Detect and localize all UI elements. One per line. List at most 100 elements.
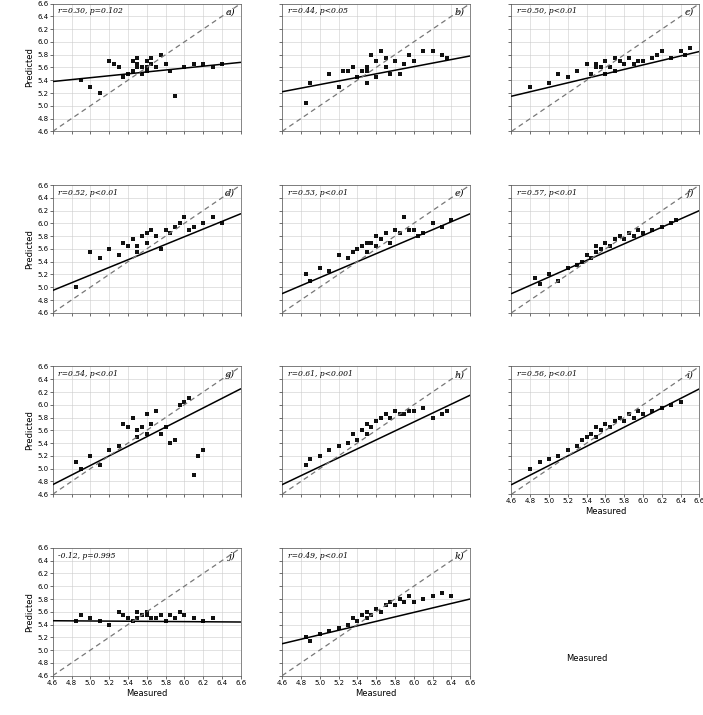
Point: [394, 68, 405, 79]
Point: [543, 269, 555, 280]
Text: r=0.50, p<0.01: r=0.50, p<0.01: [517, 7, 577, 16]
Point: [610, 52, 621, 64]
Point: [614, 55, 625, 66]
Text: r=0.57, p<0.01: r=0.57, p<0.01: [517, 189, 577, 197]
Point: [160, 224, 171, 235]
Point: [375, 46, 387, 57]
Point: [150, 405, 162, 417]
Point: [146, 224, 157, 235]
Point: [385, 237, 396, 248]
Point: [624, 227, 635, 239]
Point: [84, 247, 96, 258]
Point: [304, 635, 316, 646]
Point: [361, 428, 373, 439]
Point: [380, 409, 391, 420]
Point: [562, 72, 574, 83]
Point: [562, 444, 574, 455]
Point: [427, 590, 438, 601]
Point: [323, 444, 335, 455]
Text: k): k): [455, 552, 465, 561]
Point: [127, 616, 138, 627]
Point: [619, 415, 630, 426]
Point: [389, 224, 401, 235]
Point: [605, 240, 616, 252]
Point: [600, 418, 611, 430]
Point: [404, 405, 415, 417]
Point: [591, 61, 602, 73]
Point: [84, 613, 96, 624]
Text: j): j): [228, 552, 235, 561]
Point: [418, 593, 429, 605]
Point: [141, 61, 153, 73]
Point: [361, 65, 373, 77]
Point: [666, 52, 677, 64]
Point: [193, 450, 204, 462]
Point: [427, 46, 438, 57]
Point: [638, 409, 649, 420]
Point: [394, 227, 405, 239]
Point: [576, 256, 588, 267]
Point: [198, 616, 209, 627]
Text: d): d): [225, 189, 235, 198]
Point: [127, 412, 138, 423]
Point: [394, 593, 405, 605]
Point: [122, 421, 134, 433]
Point: [188, 613, 200, 624]
Point: [169, 434, 181, 445]
Point: [103, 243, 115, 255]
Point: [385, 412, 396, 423]
Point: [127, 55, 138, 66]
Point: [380, 52, 391, 64]
Point: [437, 49, 448, 60]
Point: [441, 52, 452, 64]
Point: [150, 230, 162, 242]
Point: [404, 224, 415, 235]
Point: [333, 440, 344, 452]
Point: [94, 87, 105, 99]
Point: [628, 230, 639, 242]
Point: [165, 65, 176, 77]
Point: [605, 421, 616, 433]
Point: [188, 221, 200, 232]
Point: [408, 224, 419, 235]
Point: [614, 230, 625, 242]
Point: [375, 412, 387, 423]
Point: [113, 250, 124, 261]
Point: [404, 590, 415, 601]
Point: [591, 247, 602, 258]
Y-axis label: Predicted: Predicted: [25, 410, 34, 450]
Point: [165, 438, 176, 449]
Point: [103, 619, 115, 631]
Point: [352, 616, 363, 627]
Point: [370, 240, 382, 252]
Point: [418, 46, 429, 57]
Point: [437, 587, 448, 598]
Point: [366, 609, 377, 621]
Text: h): h): [454, 370, 465, 379]
Point: [146, 418, 157, 430]
Point: [333, 622, 344, 633]
Point: [304, 453, 316, 465]
Point: [399, 409, 410, 420]
Point: [600, 237, 611, 248]
Point: [380, 61, 391, 73]
Point: [160, 421, 171, 433]
Point: [586, 253, 597, 265]
Point: [70, 616, 82, 627]
Point: [543, 453, 555, 465]
Point: [174, 399, 186, 410]
Point: [179, 609, 190, 621]
Point: [633, 224, 644, 235]
Point: [581, 59, 593, 70]
Point: [652, 49, 663, 60]
Point: [647, 224, 658, 235]
Point: [300, 460, 311, 471]
Text: f): f): [686, 189, 694, 198]
Point: [361, 78, 373, 89]
Point: [131, 613, 143, 624]
Point: [169, 91, 181, 102]
Point: [361, 606, 373, 618]
Point: [543, 78, 555, 89]
Point: [183, 224, 195, 235]
Point: [122, 613, 134, 624]
